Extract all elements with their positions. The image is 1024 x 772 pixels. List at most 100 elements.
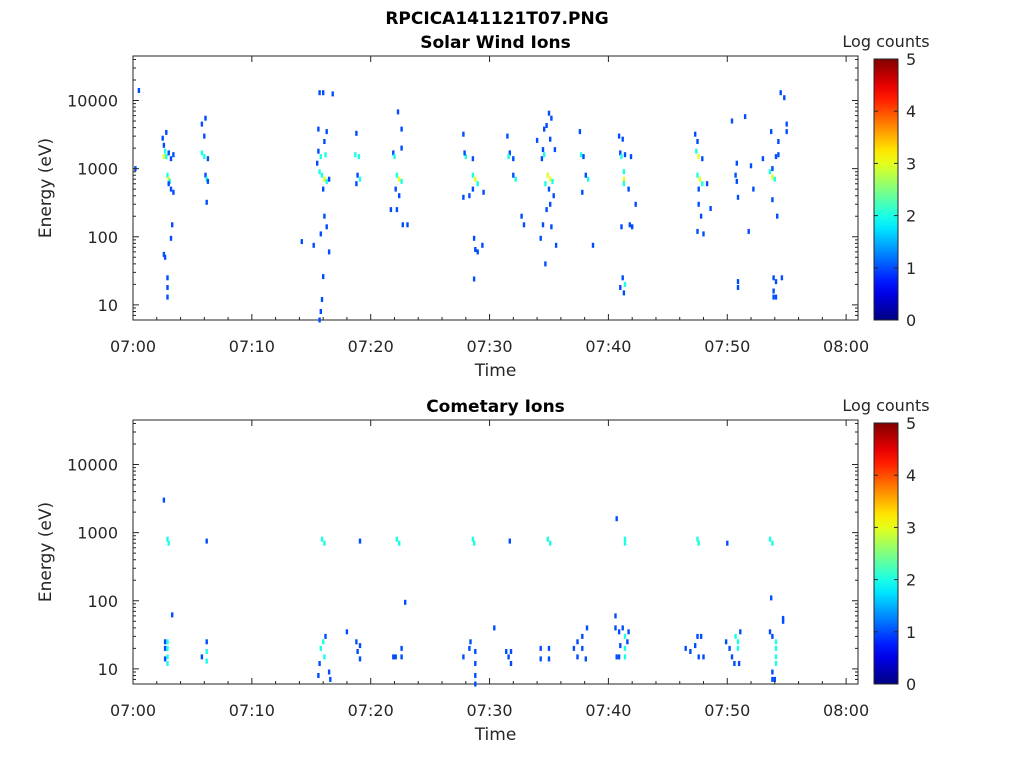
data-cell xyxy=(166,654,169,660)
data-cell xyxy=(549,136,552,142)
data-cell xyxy=(539,645,542,651)
data-cell xyxy=(358,656,362,662)
data-cell xyxy=(584,172,587,178)
data-cell xyxy=(547,645,551,651)
data-cell xyxy=(550,224,553,230)
data-cell xyxy=(481,242,484,248)
data-cell xyxy=(319,231,322,237)
data-cell xyxy=(166,661,169,666)
data-cell xyxy=(774,279,778,285)
data-cell xyxy=(394,186,397,192)
colorbar-tick-label: 3 xyxy=(906,154,916,173)
data-cell xyxy=(320,297,324,302)
data-cell xyxy=(166,536,169,542)
data-cell xyxy=(705,181,709,187)
data-cell xyxy=(582,154,585,160)
data-cell xyxy=(204,115,207,121)
data-cell xyxy=(617,654,621,660)
data-cell xyxy=(774,154,778,160)
x-tick-label: 07:10 xyxy=(229,701,275,720)
panel-title: Solar Wind Ions xyxy=(420,33,571,53)
data-cell xyxy=(627,629,630,635)
data-cell xyxy=(205,538,208,544)
data-cell xyxy=(695,148,698,154)
data-cell xyxy=(770,595,773,601)
data-cell xyxy=(162,154,166,160)
data-cell xyxy=(171,612,174,618)
colorbar xyxy=(873,422,899,685)
data-cell xyxy=(623,152,627,158)
data-cell xyxy=(318,317,321,323)
data-cell xyxy=(462,131,465,137)
data-cell xyxy=(539,656,542,662)
data-cell xyxy=(509,649,513,654)
colorbar-tick-label: 2 xyxy=(906,571,916,590)
data-cell xyxy=(325,224,328,230)
data-cell xyxy=(615,516,618,522)
data-cell xyxy=(401,222,404,228)
data-cell xyxy=(400,654,403,660)
data-cell xyxy=(471,536,475,542)
data-cell xyxy=(585,625,589,631)
y-tick-label: 10 xyxy=(98,296,118,315)
data-cell xyxy=(621,136,624,142)
data-cell xyxy=(770,129,773,135)
data-cell xyxy=(697,201,700,207)
data-cell xyxy=(572,645,576,651)
data-cell xyxy=(166,645,169,651)
data-cell xyxy=(323,176,326,182)
data-cell xyxy=(780,275,784,281)
data-cell xyxy=(474,681,477,687)
data-cell xyxy=(771,633,774,639)
data-cell xyxy=(543,126,546,132)
data-cell xyxy=(553,147,557,153)
y-tick-label: 100 xyxy=(87,228,118,247)
data-cell xyxy=(395,536,399,542)
data-cell xyxy=(771,174,774,180)
data-cell xyxy=(169,235,173,241)
data-cell xyxy=(200,121,204,127)
data-cell xyxy=(325,178,328,184)
data-cell xyxy=(546,536,549,542)
data-cell xyxy=(323,213,326,219)
data-cell xyxy=(728,645,731,651)
colorbar-label: Log counts xyxy=(842,396,929,415)
x-tick-label: 08:00 xyxy=(823,337,869,356)
data-cell xyxy=(621,625,624,631)
data-cell xyxy=(514,176,517,182)
data-cell xyxy=(554,242,558,248)
data-cell xyxy=(471,172,475,178)
data-cell xyxy=(520,213,523,219)
data-cell xyxy=(724,639,728,645)
data-cell xyxy=(324,152,327,158)
data-cell xyxy=(471,186,475,192)
data-cell xyxy=(522,222,526,228)
data-cell xyxy=(772,275,775,281)
data-cell xyxy=(545,207,548,213)
data-cell xyxy=(591,242,595,248)
y-axis-label: Energy (eV) xyxy=(36,502,56,602)
data-cell xyxy=(614,625,617,631)
data-cell xyxy=(323,139,326,144)
data-cell xyxy=(205,199,208,205)
data-cell xyxy=(354,152,357,158)
data-cell xyxy=(581,645,584,651)
y-tick-label: 1000 xyxy=(77,524,118,543)
data-cell xyxy=(355,639,358,645)
x-tick-label: 07:30 xyxy=(467,701,513,720)
data-cell xyxy=(541,222,545,228)
data-cell xyxy=(735,178,738,184)
colorbar-tick-label: 5 xyxy=(906,414,916,433)
data-cell xyxy=(768,629,772,635)
data-cell xyxy=(617,629,621,635)
data-cell xyxy=(581,189,584,195)
data-cell xyxy=(319,154,322,160)
colorbar-tick-label: 1 xyxy=(906,623,916,642)
data-cell xyxy=(701,181,704,187)
data-cell xyxy=(702,654,705,660)
data-cell xyxy=(394,654,397,660)
data-cell xyxy=(319,309,322,314)
data-cell xyxy=(358,176,362,182)
data-cell xyxy=(781,615,785,621)
data-cell xyxy=(730,118,734,124)
